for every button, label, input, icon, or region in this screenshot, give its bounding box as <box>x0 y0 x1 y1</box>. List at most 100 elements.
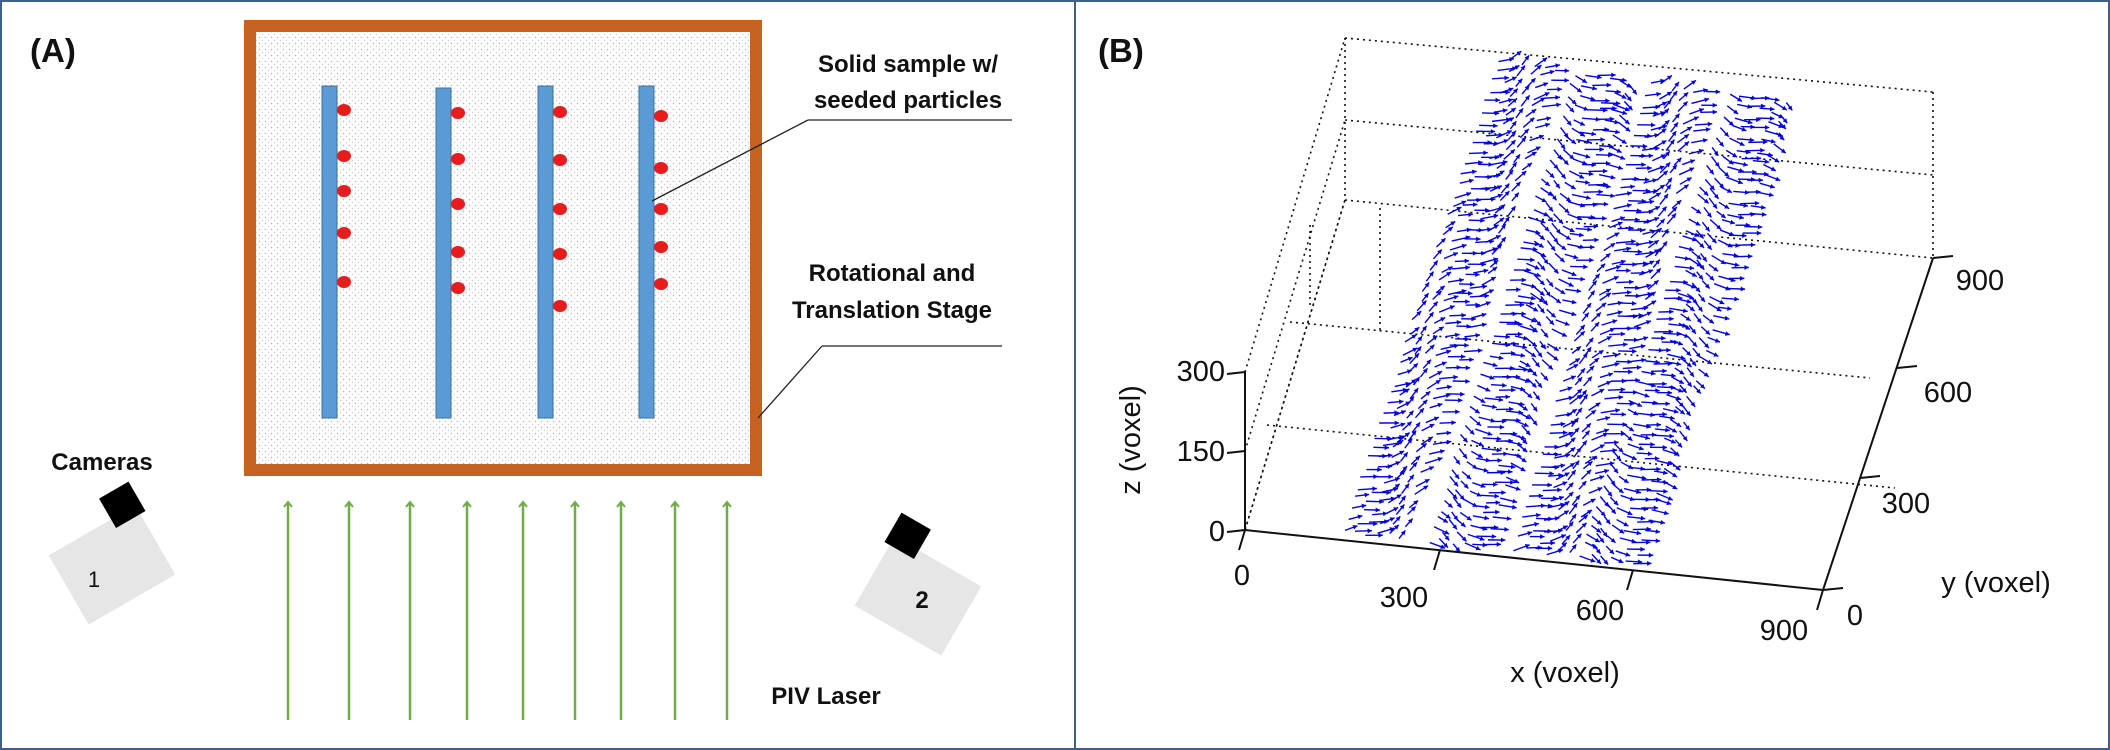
velocity-vector-head <box>1655 529 1661 534</box>
velocity-vector-head <box>1481 322 1487 328</box>
velocity-vector-head <box>1424 479 1430 484</box>
velocity-vector-head <box>1708 318 1714 324</box>
velocity-vector-head <box>1407 518 1413 524</box>
velocity-vector-head <box>1675 465 1681 471</box>
velocity-vector-head <box>1691 272 1697 277</box>
velocity-vector-head <box>1655 192 1661 198</box>
velocity-vector-head <box>1678 379 1684 384</box>
velocity-vector-head <box>1762 139 1768 145</box>
velocity-vector-head <box>1591 456 1597 461</box>
velocity-vector-head <box>1394 410 1399 416</box>
velocity-vector-head <box>1521 137 1526 143</box>
velocity-vector-head <box>1620 155 1626 160</box>
velocity-vector-head <box>1674 451 1680 457</box>
y-tick-mark <box>1822 587 1844 591</box>
velocity-vector-head <box>1606 82 1612 88</box>
velocity-vector-head <box>1636 530 1642 536</box>
velocity-vector-head <box>1492 247 1498 252</box>
velocity-vector-head <box>1469 429 1475 435</box>
velocity-vector-head <box>1478 441 1484 447</box>
velocity-vector-head <box>1546 116 1552 121</box>
velocity-vector-head <box>1556 102 1561 108</box>
velocity-vector-head <box>1577 215 1583 221</box>
stage-label-line-2: Translation Stage <box>792 297 992 324</box>
velocity-vector-head <box>1437 371 1443 376</box>
velocity-vector-head <box>1527 530 1533 536</box>
x-tick-mark <box>1626 569 1634 591</box>
velocity-vector-head <box>1427 436 1433 442</box>
velocity-vector-head <box>1671 428 1677 433</box>
velocity-vector-head <box>1599 389 1605 394</box>
velocity-vector-head <box>1481 312 1487 318</box>
velocity-vector-head <box>1677 340 1683 346</box>
velocity-vector-head <box>1651 300 1657 306</box>
velocity-vector-head <box>1529 117 1535 123</box>
velocity-vector-head <box>1599 444 1605 449</box>
velocity-vector-head <box>1737 179 1743 185</box>
velocity-vector-head <box>1706 212 1712 218</box>
velocity-vector-head <box>1600 263 1606 269</box>
velocity-vector-head <box>1532 327 1538 333</box>
velocity-vector-head <box>1564 472 1570 477</box>
velocity-vector-head <box>1480 218 1485 223</box>
velocity-vector-head <box>1590 290 1595 296</box>
seeded-particle <box>553 248 567 260</box>
velocity-vector-head <box>1660 154 1666 159</box>
velocity-vector-head <box>1606 380 1612 386</box>
velocity-vector-head <box>1560 421 1566 427</box>
velocity-vector-head <box>1616 455 1621 461</box>
velocity-vector-head <box>1485 301 1491 306</box>
velocity-vector-head <box>1407 438 1413 444</box>
velocity-vector-head <box>1698 148 1704 154</box>
velocity-vector-head <box>1588 337 1594 343</box>
y-tick-900: 900 <box>1956 265 2004 297</box>
velocity-vector-head <box>1372 486 1377 492</box>
velocity-vector-head <box>1540 265 1546 271</box>
velocity-vector-head <box>1660 519 1665 525</box>
velocity-vector-head <box>1576 288 1582 294</box>
velocity-vector-head <box>1769 116 1775 121</box>
velocity-vector-head <box>1624 106 1630 112</box>
velocity-vector-head <box>1602 432 1608 438</box>
seeded-particle <box>451 198 465 210</box>
velocity-vector-head <box>1400 422 1406 428</box>
velocity-vector-head <box>1394 420 1400 426</box>
velocity-vector-head <box>1614 352 1620 358</box>
velocity-vector-head <box>1539 290 1545 296</box>
velocity-vector-head <box>1417 336 1423 342</box>
velocity-vector-head <box>1494 493 1499 499</box>
velocity-vector-head <box>1540 219 1546 224</box>
velocity-vector-head <box>1444 529 1450 535</box>
velocity-vector-head <box>1574 358 1580 363</box>
velocity-vector-head <box>1423 485 1429 491</box>
sample-label-line-2: seeded particles <box>814 87 1002 114</box>
velocity-vector-head <box>1576 394 1582 400</box>
velocity-vector-head <box>1614 232 1620 237</box>
velocity-vector-head <box>1670 439 1676 444</box>
camera-2 <box>854 512 982 656</box>
velocity-vector-head <box>1650 442 1655 447</box>
z-tick-300: 300 <box>1177 356 1225 388</box>
velocity-vector-head <box>1729 219 1735 225</box>
velocity-vector-head <box>1399 450 1405 456</box>
velocity-vector-head <box>1378 532 1383 538</box>
velocity-vector-head <box>1477 453 1483 458</box>
velocity-vector-head <box>1682 323 1687 328</box>
velocity-vector-head <box>1571 514 1577 520</box>
velocity-vector-head <box>1663 510 1669 516</box>
velocity-vector-head <box>1568 282 1574 287</box>
velocity-vector-head <box>1496 436 1502 442</box>
velocity-vector-head <box>1535 146 1541 151</box>
velocity-vector-head <box>1550 312 1556 318</box>
velocity-vector-head <box>1476 236 1481 242</box>
seeded-particle <box>553 203 567 215</box>
velocity-vector-head <box>1651 229 1657 235</box>
velocity-vector-head <box>1682 308 1688 314</box>
velocity-vector-head <box>1682 101 1688 107</box>
y-tick-0: 0 <box>1847 600 1863 632</box>
velocity-vector-head <box>1542 57 1548 63</box>
velocity-vector-head <box>1545 291 1551 297</box>
velocity-vector-head <box>1707 121 1713 127</box>
velocity-vector-head <box>1553 346 1559 351</box>
velocity-vector-head <box>1728 121 1734 126</box>
